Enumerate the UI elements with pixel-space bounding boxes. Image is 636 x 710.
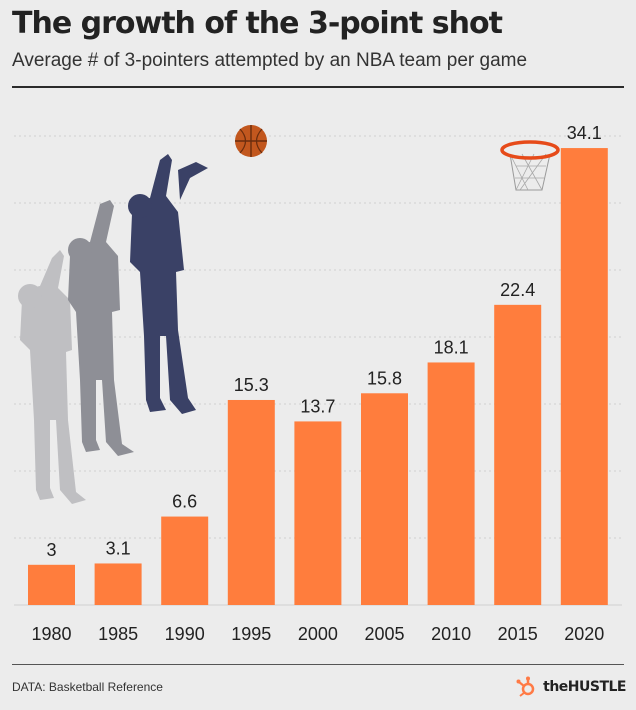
title-divider: [12, 86, 624, 88]
bar-2005: [361, 393, 408, 605]
page-subtitle: Average # of 3-pointers attempted by an …: [12, 50, 528, 71]
x-tick-1980: 1980: [31, 624, 71, 644]
basketball-icon: [235, 125, 267, 157]
x-tick-2000: 2000: [298, 624, 338, 644]
value-label-1980: 3: [46, 540, 56, 560]
x-tick-1995: 1995: [231, 624, 271, 644]
x-tick-2010: 2010: [431, 624, 471, 644]
page-title: The growth of the 3-point shot: [12, 6, 503, 41]
bar-1985: [94, 563, 142, 605]
player-mid-silhouette-icon: [68, 200, 134, 456]
value-label-1990: 6.6: [172, 492, 197, 512]
x-tick-2020: 2020: [564, 624, 604, 644]
value-label-1995: 15.3: [234, 375, 269, 395]
source-note: DATA: Basketball Reference: [12, 680, 163, 694]
bars: [28, 148, 608, 605]
x-tick-1990: 1990: [165, 624, 205, 644]
value-label-2020: 34.1: [567, 123, 602, 143]
player-front-silhouette-icon: [128, 154, 208, 414]
x-tick-2015: 2015: [498, 624, 538, 644]
bar-1990: [161, 516, 209, 605]
illustration: [18, 125, 560, 504]
value-label-2005: 15.8: [367, 368, 402, 388]
value-labels: 3 3.1 6.6 15.3 13.7 15.8 18.1 22.4 34.1: [46, 123, 601, 560]
bar-1980: [28, 564, 75, 605]
value-label-2015: 22.4: [500, 280, 535, 300]
brand-logo: theHUSTLE: [515, 676, 626, 698]
bar-2000: [294, 421, 342, 605]
x-axis-tick-labels: 1980 1985 1990 1995 2000 2005 2010 2015 2020: [31, 624, 604, 644]
bar-1995: [227, 399, 275, 605]
brand-name: theHUSTLE: [543, 679, 626, 695]
bar-2020: [560, 148, 608, 605]
player-back-silhouette-icon: [18, 250, 86, 504]
basketball-hoop-icon: [500, 140, 560, 191]
value-label-1985: 3.1: [106, 538, 131, 558]
x-tick-2005: 2005: [364, 624, 404, 644]
value-label-2000: 13.7: [300, 396, 335, 416]
hubspot-sprocket-icon: [516, 676, 535, 697]
bar-2010: [427, 362, 475, 605]
footer-divider: [12, 664, 624, 665]
value-label-2010: 18.1: [434, 337, 469, 357]
bar-chart: 3 3.1 6.6 15.3 13.7 15.8 18.1 22.4 34.1 1980 1985…: [14, 123, 622, 644]
bar-2015: [494, 304, 542, 605]
x-tick-1985: 1985: [98, 624, 138, 644]
